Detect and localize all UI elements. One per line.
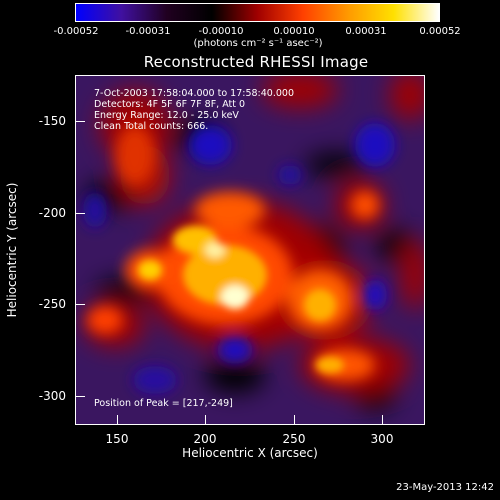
x-axis-label: Heliocentric X (arcsec) (182, 446, 318, 460)
colorbar-tick-label: -0.00031 (125, 26, 171, 37)
colorbar-tick-label: 0.00052 (419, 26, 461, 37)
y-tickmark (75, 304, 85, 305)
x-tickmark (205, 415, 206, 425)
y-tick-label: -300 (38, 389, 66, 403)
info-clean: Clean Total counts: 666. (94, 121, 209, 132)
heatmap-image (75, 75, 425, 425)
x-tick-label: 300 (370, 432, 394, 446)
y-axis-label: Heliocentric Y (arcsec) (5, 182, 19, 318)
x-tickmark (382, 415, 383, 425)
info-detectors: Detectors: 4F 5F 6F 7F 8F, Att 0 (94, 99, 246, 110)
colorbar-tick-label: -0.00052 (53, 26, 99, 37)
info-time-range: 7-Oct-2003 17:58:04.000 to 17:58:40.000 (94, 88, 295, 99)
colorbar-tick-label: 0.00031 (345, 26, 387, 37)
x-tick-label: 150 (105, 432, 129, 446)
x-tick-label: 200 (193, 432, 217, 446)
colorbar-tick-label: 0.00010 (273, 26, 315, 37)
y-tickmark (75, 213, 85, 214)
x-tickmark (117, 415, 118, 425)
timestamp: 23-May-2013 12:42 (396, 482, 494, 493)
x-tickmark (294, 415, 295, 425)
y-tick-label: -150 (38, 114, 66, 128)
y-tick-label: -200 (38, 206, 66, 220)
info-energy: Energy Range: 12.0 - 25.0 keV (94, 110, 239, 121)
colorbar-tick-label: -0.00010 (198, 26, 244, 37)
colorbar-units: (photons cm⁻² s⁻¹ asec⁻²) (193, 38, 323, 49)
x-tick-label: 250 (282, 432, 306, 446)
y-tick-label: -250 (38, 297, 66, 311)
y-tickmark (75, 396, 85, 397)
colorbar (75, 3, 440, 22)
heatmap-svg (75, 75, 425, 425)
plot-title: Reconstructed RHESSI Image (143, 53, 369, 71)
info-peak-position: Position of Peak = [217,-249] (94, 398, 233, 409)
y-tickmark (75, 121, 85, 122)
